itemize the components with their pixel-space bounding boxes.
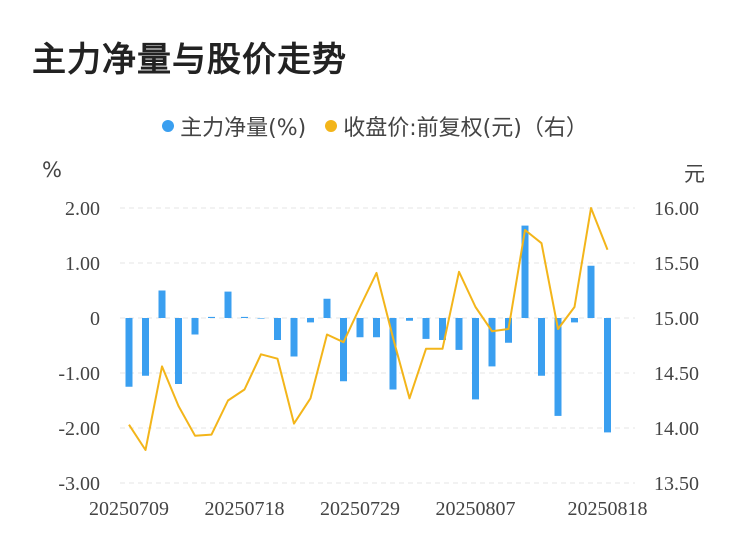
bar xyxy=(158,290,166,318)
bar xyxy=(290,318,298,357)
bar xyxy=(422,318,430,339)
bar xyxy=(191,318,199,335)
y-right-tick-label: 15.50 xyxy=(654,253,699,275)
x-tick-label: 20250718 xyxy=(205,498,285,520)
bar xyxy=(571,318,578,323)
bar xyxy=(604,318,611,433)
bar xyxy=(488,318,496,367)
bar xyxy=(455,318,463,350)
y-right-tick-label: 14.00 xyxy=(654,418,699,440)
bar xyxy=(472,318,479,400)
bar xyxy=(406,318,413,321)
y-right-tick-label: 15.00 xyxy=(654,308,699,330)
bar xyxy=(521,225,529,318)
legend-dot-net-flow xyxy=(162,120,175,132)
bar xyxy=(142,318,149,376)
legend-item-close-price[interactable]: 收盘价:前复权(元)（右） xyxy=(325,110,588,142)
bar xyxy=(554,318,562,416)
y-left-tick-label: -2.00 xyxy=(58,418,100,440)
bar xyxy=(125,318,133,387)
bar xyxy=(340,318,347,382)
right-axis-unit: 元 xyxy=(684,162,705,186)
bar xyxy=(373,318,380,338)
y-right-tick-label: 14.50 xyxy=(654,363,699,385)
legend-label-net-flow: 主力净量(%) xyxy=(180,116,307,141)
price-line xyxy=(128,207,609,451)
legend-dot-close-price xyxy=(325,120,338,132)
bar xyxy=(505,318,512,343)
y-left-tick-label: 0 xyxy=(90,308,100,330)
left-axis-unit: % xyxy=(42,158,62,182)
y-right-tick-label: 16.00 xyxy=(654,198,699,220)
legend: 主力净量(%) 收盘价:前复权(元)（右） xyxy=(0,110,750,142)
x-tick-label: 20250807 xyxy=(436,498,516,520)
bar xyxy=(175,318,182,384)
bar xyxy=(274,318,281,340)
bar xyxy=(538,318,545,376)
bar xyxy=(323,298,331,318)
bar xyxy=(307,318,314,323)
bar xyxy=(257,318,265,319)
bar xyxy=(356,318,364,338)
y-right-tick-label: 13.50 xyxy=(654,473,699,495)
chart-title: 主力净量与股价走势 xyxy=(32,40,347,80)
x-tick-label: 20250709 xyxy=(89,498,169,520)
bar xyxy=(241,316,248,318)
bar xyxy=(208,316,215,318)
bar xyxy=(587,265,595,318)
bar xyxy=(389,318,397,390)
x-tick-label: 20250818 xyxy=(568,498,648,520)
y-left-tick-label: -3.00 xyxy=(58,473,100,495)
x-tick-label: 20250729 xyxy=(320,498,400,520)
y-left-tick-label: 1.00 xyxy=(65,253,100,275)
y-left-tick-label: 2.00 xyxy=(65,198,100,220)
legend-item-net-flow[interactable]: 主力净量(%) xyxy=(162,110,306,142)
bar xyxy=(224,291,232,318)
legend-label-close-price: 收盘价:前复权(元)（右） xyxy=(343,116,588,141)
y-left-tick-label: -1.00 xyxy=(58,363,100,385)
bar xyxy=(439,318,446,340)
